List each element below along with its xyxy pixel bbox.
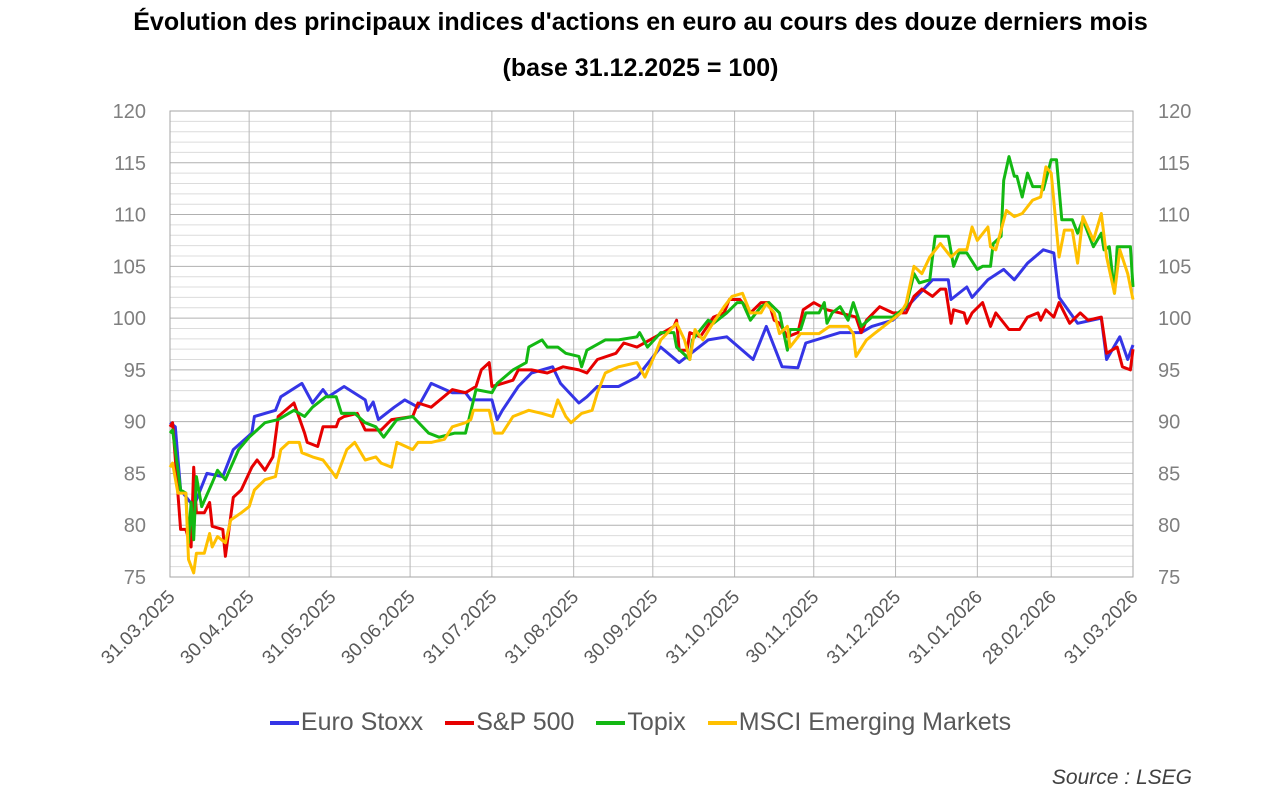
legend-label: S&P 500 [476,708,575,736]
y-tick-label-left: 105 [113,256,146,278]
y-tick-label-left: 85 [124,463,146,485]
x-tick-label: 31.03.2025 [97,587,179,669]
chart-subtitle: (base 31.12.2025 = 100) [502,54,779,82]
legend-label: Topix [627,708,686,736]
series-lines [168,155,1135,575]
legend: Euro Stoxx S&P 500 Topix MSCI Emerging M… [0,708,1281,737]
y-tick-label-right: 85 [1158,463,1180,485]
y-tick-label-left: 90 [124,412,146,434]
legend-item-msci-em: MSCI Emerging Markets [707,708,1012,737]
x-tick-label: 28.02.2026 [979,587,1061,669]
legend-swatch [269,720,299,725]
y-tick-label-right: 105 [1158,256,1191,278]
plot-border [169,110,1134,578]
legend-swatch [596,720,626,725]
x-tick-label: 31.01.2026 [905,587,987,669]
legend-label: Euro Stoxx [300,708,424,736]
y-tick-label-right: 90 [1158,412,1180,434]
legend-swatch [707,720,737,725]
x-tick-label: 30.09.2025 [580,587,662,669]
y-axis-left: 75 80 85 90 95 100 105 110 115 120 [113,101,146,589]
x-tick-label: 31.08.2025 [501,587,583,669]
series-line-euro-stoxx [169,248,1135,509]
y-tick-label-right: 110 [1158,205,1190,227]
source-note: Source : LSEG [1051,766,1192,789]
y-tick-label-right: 75 [1158,567,1180,589]
x-tick-label: 31.05.2025 [258,587,340,669]
series-line-msci-emerging-markets [168,165,1135,575]
y-tick-label-left: 75 [124,567,146,589]
x-tick-label: 31.03.2026 [1060,587,1142,669]
legend-item-euro-stoxx: Euro Stoxx [269,708,424,737]
x-tick-label: 30.04.2025 [177,587,259,669]
y-tick-label-right: 80 [1158,515,1180,537]
y-tick-label-left: 110 [114,205,146,227]
y-tick-label-right: 95 [1158,360,1180,382]
series-line-s-p-500 [168,287,1135,558]
y-tick-label-right: 120 [1158,101,1191,123]
y-tick-label-right: 100 [1158,308,1191,330]
grid [169,110,1134,578]
chart-title: Évolution des principaux indices d'actio… [133,8,1148,36]
x-tick-label: 30.06.2025 [338,587,420,669]
y-tick-label-left: 95 [124,360,146,382]
series-line-topix [168,155,1135,545]
y-tick-label-left: 100 [113,308,146,330]
y-tick-label-left: 115 [114,153,146,175]
y-tick-label-left: 120 [113,101,146,123]
y-axis-right: 75 80 85 90 95 100 105 110 115 120 [1158,101,1191,589]
legend-swatch [445,720,475,725]
legend-item-topix: Topix [596,708,686,737]
y-tick-label-left: 80 [124,515,146,537]
legend-item-sp500: S&P 500 [445,708,574,737]
y-tick-label-right: 115 [1158,153,1190,175]
x-tick-label: 31.07.2025 [419,587,501,669]
legend-label: MSCI Emerging Markets [738,708,1012,736]
x-tick-label: 31.12.2025 [823,587,905,669]
x-tick-label: 31.10.2025 [662,587,744,669]
x-tick-label: 30.11.2025 [742,587,823,668]
